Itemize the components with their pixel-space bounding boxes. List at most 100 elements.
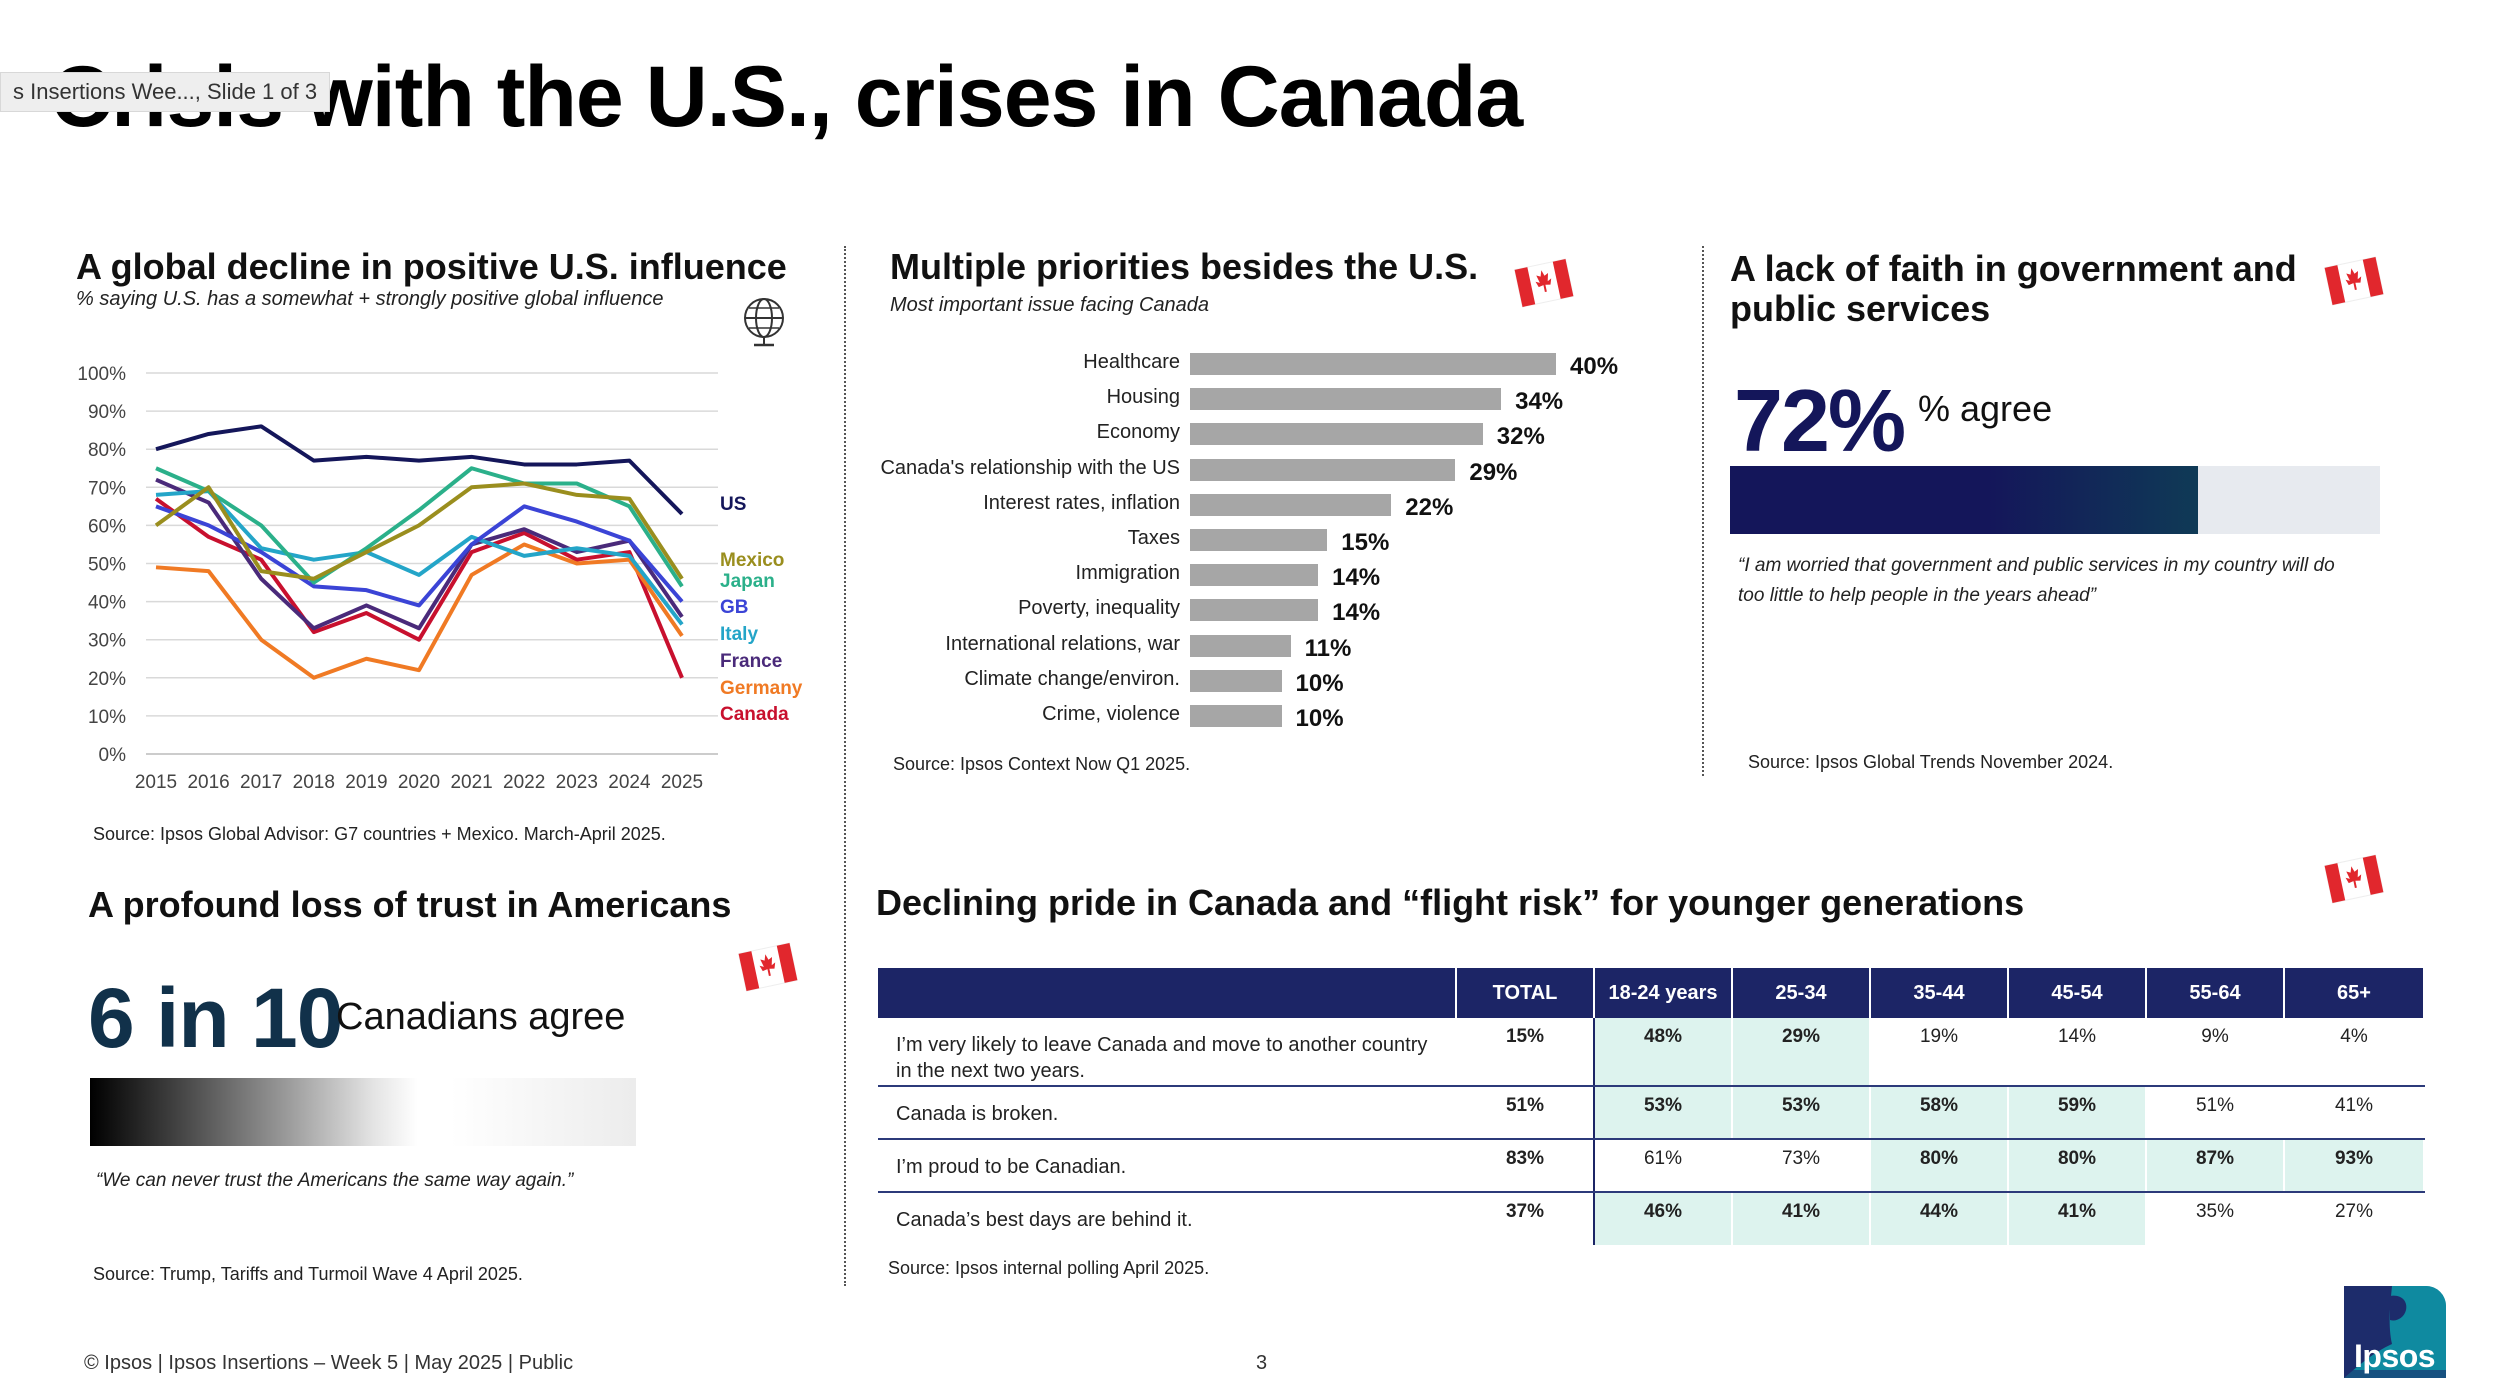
x-tick-label: 2020 <box>398 772 440 793</box>
y-tick-label: 20% <box>88 669 126 690</box>
bar-category-label: Healthcare <box>1083 351 1180 373</box>
series-line-france <box>155 477 684 631</box>
canada-flag-icon <box>2324 256 2384 306</box>
bar-value-label: 32% <box>1496 423 1545 451</box>
table-value-cell: 19% <box>1870 1018 2009 1087</box>
panel5-title: Declining pride in Canada and “flight ri… <box>876 882 2025 923</box>
bar <box>1190 493 1392 516</box>
table-value-cell: 73% <box>1732 1139 1871 1193</box>
bar-value-label: 14% <box>1332 564 1381 592</box>
bar-category-label: Immigration <box>1075 562 1180 585</box>
table-value-cell: 29% <box>1732 1018 1871 1087</box>
legend-label-gb: GB <box>720 597 749 618</box>
table-value-cell: 37% <box>1455 1192 1595 1245</box>
table-header-cell: 18-24 years <box>1594 968 1733 1018</box>
bar-value-label: 11% <box>1304 634 1352 662</box>
table-row: Canada is broken. 51% 53% 53% 58% 59% 51% 41% <box>878 1086 2425 1140</box>
bar-value-label: 29% <box>1469 458 1518 486</box>
series-line-us <box>155 424 684 516</box>
table-statement-cell: Canada’s best days are behind it. <box>878 1192 1457 1245</box>
table-value-cell: 53% <box>1732 1086 1871 1140</box>
table-value-cell: 46% <box>1594 1192 1733 1245</box>
y-tick-label: 100% <box>77 364 126 385</box>
y-tick-label: 10% <box>88 707 126 728</box>
panel4-big-label: Canadians agree <box>336 996 626 1038</box>
table-header-cell: 35-44 <box>1870 968 2009 1018</box>
legend-label-canada: Canada <box>720 704 789 725</box>
x-tick-label: 2019 <box>345 772 387 793</box>
ipsos-logo-text: Ipsos <box>2354 1338 2436 1374</box>
table-value-cell: 41% <box>1732 1192 1871 1245</box>
bar <box>1190 669 1282 692</box>
bar-category-label: Poverty, inequality <box>1018 597 1180 620</box>
table-statement-cell: I’m very likely to leave Canada and move… <box>878 1018 1457 1087</box>
table-value-cell: 15% <box>1455 1018 1595 1087</box>
y-tick-label: 30% <box>88 631 126 652</box>
series-line-japan <box>155 466 684 588</box>
table-value-cell: 9% <box>2146 1018 2285 1087</box>
bar-category-label: Housing <box>1106 386 1180 409</box>
table-value-cell: 80% <box>2008 1139 2147 1193</box>
legend-label-japan: Japan <box>720 571 775 592</box>
generations-table: TOTAL 18-24 years 25-34 35-44 45-54 55-6… <box>878 968 2425 1245</box>
x-tick-label: 2021 <box>450 772 492 793</box>
table-header-statement <box>878 968 1457 1018</box>
table-value-cell: 51% <box>2146 1086 2285 1140</box>
table-value-cell: 4% <box>2284 1018 2425 1087</box>
table-header-row: TOTAL 18-24 years 25-34 35-44 45-54 55-6… <box>878 968 2425 1018</box>
panel4-quote: “We can never trust the Americans the sa… <box>96 1170 574 1191</box>
y-tick-label: 80% <box>88 440 126 461</box>
panel3-progress-track <box>1730 466 2380 534</box>
ipsos-logo: Ipsos <box>2344 1286 2446 1378</box>
panel4-big-number: 6 in 10 <box>88 971 343 1065</box>
panel3-big-label: % agree <box>1918 388 2053 429</box>
x-tick-label: 2025 <box>661 772 703 793</box>
bar <box>1190 529 1328 551</box>
y-tick-label: 0% <box>99 745 127 766</box>
canada-flag-icon <box>1514 258 1574 308</box>
table-value-cell: 61% <box>1594 1139 1733 1193</box>
table-row: Canada’s best days are behind it. 37% 46% 4… <box>878 1192 2425 1245</box>
bar-category-label: Climate change/environ. <box>964 667 1180 690</box>
x-tick-label: 2016 <box>187 772 229 793</box>
bar <box>1190 705 1282 727</box>
panel3-progress-fill <box>1730 466 2198 534</box>
table-value-cell: 44% <box>1870 1192 2009 1245</box>
panel2-title: Multiple priorities besides the U.S. <box>890 246 1479 287</box>
line-chart: 0% 10% 20% 30% 40% 50% 60% 70% 80% 90% 100% 2015 201… <box>77 364 802 793</box>
bar <box>1190 353 1556 375</box>
bar-value-label: 14% <box>1332 599 1381 627</box>
bar-category-label: International relations, war <box>945 632 1180 655</box>
bar <box>1190 599 1319 622</box>
table-value-cell: 87% <box>2146 1139 2285 1193</box>
table-value-cell: 51% <box>1455 1086 1595 1140</box>
table-value-cell: 35% <box>2146 1192 2285 1245</box>
legend-label-us: US <box>720 494 746 515</box>
x-tick-label: 2022 <box>503 772 545 793</box>
x-tick-label: 2015 <box>135 772 177 793</box>
bar-value-label: 10% <box>1295 669 1344 697</box>
bar-category-label: Crime, violence <box>1042 703 1180 725</box>
panel3-title-line1: A lack of faith in government and <box>1730 248 2297 289</box>
panel3-quote-line1: “I am worried that government and public… <box>1738 555 2335 576</box>
panel1-subtitle: % saying U.S. has a somewhat + strongly … <box>76 288 664 310</box>
table-value-cell: 41% <box>2284 1086 2425 1140</box>
bar-value-label: 40% <box>1570 353 1619 380</box>
y-tick-label: 50% <box>88 555 126 576</box>
bar <box>1190 458 1456 481</box>
table-value-cell: 48% <box>1594 1018 1733 1087</box>
panel1-title: A global decline in positive U.S. influe… <box>76 246 787 287</box>
panel4-source: Source: Trump, Tariffs and Turmoil Wave … <box>93 1264 523 1284</box>
page-number: 3 <box>1256 1352 1268 1374</box>
column-divider-left <box>844 246 846 1286</box>
bar <box>1190 388 1502 411</box>
table-value-cell: 41% <box>2008 1192 2147 1245</box>
bar-category-label: Canada's relationship with the US <box>880 456 1180 479</box>
x-tick-label: 2023 <box>556 772 598 793</box>
y-tick-label: 90% <box>88 402 126 423</box>
ipsos-logo-mark <box>2344 1286 2446 1378</box>
panel4-title: A profound loss of trust in Americans <box>88 884 732 925</box>
legend-label-mexico: Mexico <box>720 550 784 571</box>
table-header-cell: 45-54 <box>2008 968 2147 1018</box>
bar-category-label: Taxes <box>1127 527 1180 549</box>
